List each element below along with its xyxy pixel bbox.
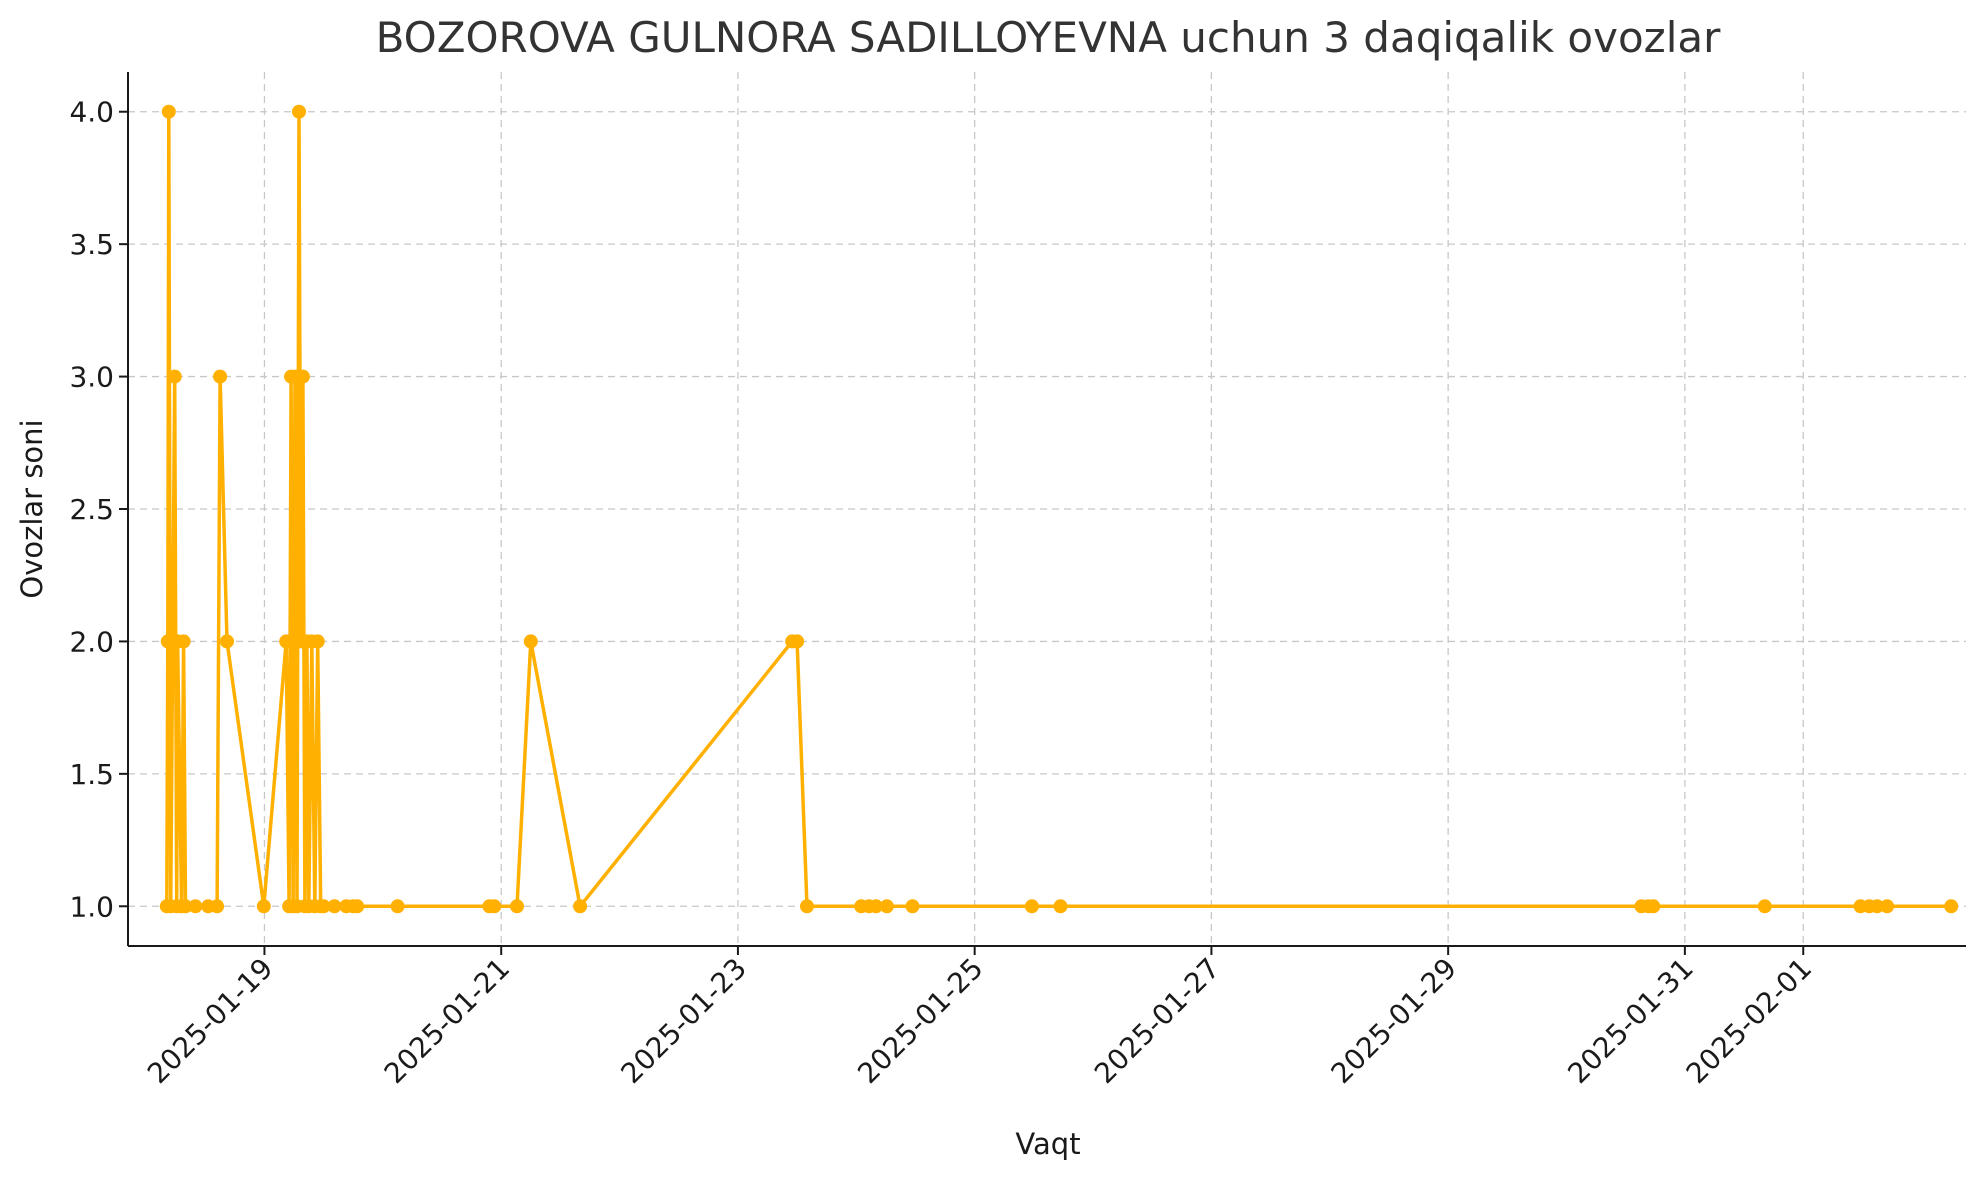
data-point xyxy=(188,899,203,914)
data-point xyxy=(327,899,342,914)
y-tick-label: 2.0 xyxy=(69,625,114,658)
x-axis-label: Vaqt xyxy=(1015,1127,1080,1161)
y-tick-label: 2.5 xyxy=(69,493,114,526)
x-tick-label: 2025-01-19 xyxy=(141,952,279,1090)
y-tick-label: 1.5 xyxy=(69,758,114,791)
data-point xyxy=(178,899,193,914)
data-point xyxy=(487,899,502,914)
data-point xyxy=(790,634,805,649)
y-axis-label: Ovozlar soni xyxy=(15,419,49,598)
x-tick-label: 2025-01-31 xyxy=(1561,952,1699,1090)
data-point xyxy=(220,634,234,649)
data-point xyxy=(1944,899,1959,914)
data-point xyxy=(1870,899,1885,914)
data-point xyxy=(350,899,365,914)
data-point xyxy=(1646,899,1661,914)
data-point xyxy=(573,899,588,914)
data-point xyxy=(800,899,814,914)
data-point xyxy=(167,369,182,384)
data-point xyxy=(210,899,225,914)
data-point xyxy=(879,899,894,914)
data-point xyxy=(176,634,191,649)
x-tick-label: 2025-01-25 xyxy=(851,952,989,1090)
data-point xyxy=(1024,899,1039,914)
data-point xyxy=(523,634,538,649)
data-point xyxy=(316,899,331,914)
x-tick-label: 2025-01-29 xyxy=(1325,952,1463,1090)
data-point xyxy=(161,104,176,119)
x-tick-label: 2025-02-01 xyxy=(1680,952,1818,1090)
data-point-layer xyxy=(159,104,1959,914)
y-tick-label: 4.0 xyxy=(69,96,114,129)
x-tick-label: 2025-01-23 xyxy=(614,952,752,1090)
data-point xyxy=(1880,899,1895,914)
data-point xyxy=(292,104,306,119)
y-tick-label: 1.0 xyxy=(69,890,114,923)
data-point xyxy=(1757,899,1772,914)
data-point xyxy=(1053,899,1068,914)
data-point xyxy=(510,899,524,914)
grid-layer xyxy=(128,72,1966,946)
data-point xyxy=(279,634,294,649)
data-point xyxy=(869,899,883,914)
data-point xyxy=(213,369,228,384)
x-axis-ticks: 2025-01-19 2025-01-21 2025-01-23 2025-01-25… xyxy=(141,946,1818,1090)
data-point xyxy=(310,634,325,649)
x-tick-label: 2025-01-27 xyxy=(1088,952,1226,1090)
data-point xyxy=(390,899,405,914)
x-tick-label: 2025-01-21 xyxy=(378,952,516,1090)
y-axis-ticks: 1.0 1.5 2.0 2.5 3.0 3.5 4.0 xyxy=(69,96,128,923)
chart-title: BOZOROVA GULNORA SADILLOYEVNA uchun 3 da… xyxy=(376,13,1722,62)
data-point xyxy=(905,899,920,914)
data-point xyxy=(295,369,310,384)
y-tick-label: 3.0 xyxy=(69,361,114,394)
data-point xyxy=(256,899,271,914)
y-tick-label: 3.5 xyxy=(69,228,114,261)
